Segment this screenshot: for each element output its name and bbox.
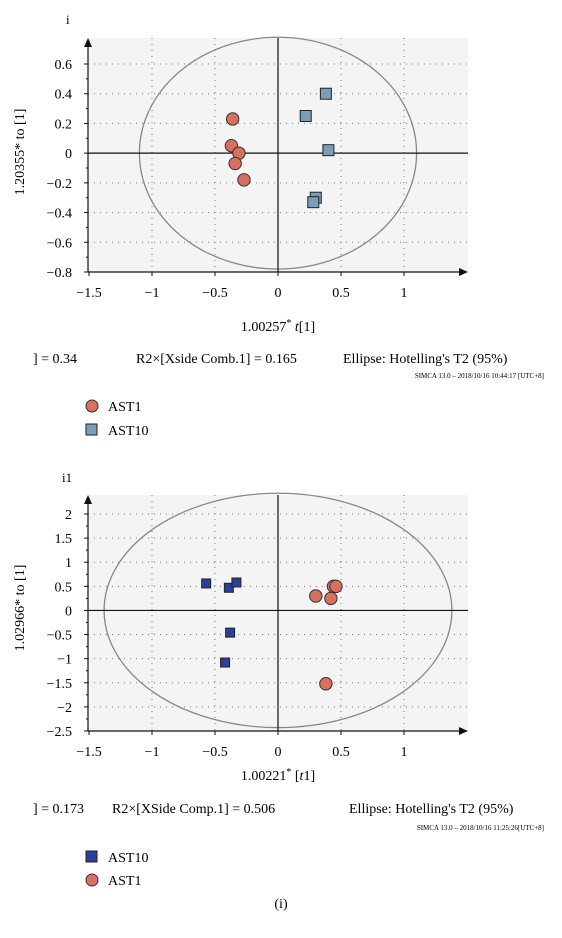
legend-marker-ast10 xyxy=(85,423,98,436)
y-tick-label: 0 xyxy=(65,147,72,162)
point-ast10 xyxy=(201,578,212,589)
y-tick-labels: 2 1.5 1 0.5 0 −0.5 −1 −1.5 −2 −2.5 xyxy=(47,508,72,740)
stats-r2x: R2×[Xside Comb.1] = 0.165 xyxy=(136,352,297,367)
point-ast1 xyxy=(237,173,251,187)
point-ast1 xyxy=(329,579,343,594)
stats-ellipse: Ellipse: Hotelling's T2 (95%) xyxy=(349,802,514,817)
x-tick-label: −0.5 xyxy=(202,745,227,760)
point-ast10 xyxy=(225,627,236,638)
x-tick-label: −1.5 xyxy=(76,286,101,301)
legend-marker-ast1 xyxy=(85,873,99,887)
point-ast1 xyxy=(319,677,333,691)
axes xyxy=(84,38,468,276)
x-tick-label: 0.5 xyxy=(332,286,350,301)
y-axis-label: 1.02966* to [1] xyxy=(13,565,28,652)
data-points xyxy=(201,577,343,691)
y-tick-label: 1 xyxy=(65,556,72,571)
y-tick-label: 0 xyxy=(65,604,72,619)
y-tick-labels: 0.6 0.4 0.2 0 −0.2 −0.4 −0.6 −0.8 xyxy=(47,58,72,281)
legend-marker-ast1 xyxy=(85,399,99,413)
y-tick-label: −2.5 xyxy=(47,725,72,740)
stats-r2y: ] = 0.173 xyxy=(33,802,84,817)
point-ast1 xyxy=(309,589,323,603)
x-tick-label: 0 xyxy=(275,745,282,760)
legend-marker-ast10 xyxy=(85,850,98,863)
stats-r2y: ] = 0.34 xyxy=(33,352,77,367)
y-tick-label: 0.4 xyxy=(55,88,73,103)
panel-label: i xyxy=(66,12,70,27)
y-tick-label: −0.5 xyxy=(47,629,72,644)
x-tick-label: 1 xyxy=(401,745,408,760)
x-axis-label: 1.00257* t[1] xyxy=(241,318,315,336)
x-axis-label: 1.00221* [t1] xyxy=(241,767,315,785)
legend: AST1 AST10 xyxy=(85,399,148,439)
point-ast10 xyxy=(231,577,242,588)
y-axis-arrow xyxy=(84,38,92,47)
stats-ellipse: Ellipse: Hotelling's T2 (95%) xyxy=(343,352,508,367)
x-tick-label: 0 xyxy=(275,286,282,301)
legend: AST10 AST1 xyxy=(85,850,148,889)
x-axis-arrow xyxy=(459,727,468,735)
simca-timestamp: SIMCA 13.0 – 2018/10/16 10:44:17 [UTC+8] xyxy=(415,372,544,380)
x-tick-label: −1 xyxy=(145,286,160,301)
legend-label-ast10: AST10 xyxy=(108,424,148,439)
y-tick-label: −0.4 xyxy=(47,207,72,222)
x-tick-label: −0.5 xyxy=(202,286,227,301)
score-plot-panel-2: i1 −1.5 −1 −0.5 0 0.5 1 2 1.5 1 0.5 0 −0.5 −1 −1.5 −2… xyxy=(13,470,544,889)
y-tick-label: −0.2 xyxy=(47,177,72,192)
legend-label-ast1: AST1 xyxy=(108,400,141,415)
y-tick-label: −0.8 xyxy=(47,266,72,281)
y-tick-label: −0.6 xyxy=(47,236,72,251)
y-tick-label: −1 xyxy=(57,653,72,668)
point-ast1 xyxy=(225,112,240,126)
point-ast10 xyxy=(307,196,320,209)
x-tick-label: −1 xyxy=(145,745,160,760)
stats-r2x: R2×[XSide Comp.1] = 0.506 xyxy=(112,802,275,817)
point-ast10 xyxy=(220,657,231,668)
point-ast10 xyxy=(322,144,335,157)
y-tick-label: 0.2 xyxy=(55,117,73,132)
point-ast10 xyxy=(299,110,312,122)
y-tick-label: 0.5 xyxy=(55,580,73,595)
legend-label-ast1: AST1 xyxy=(108,874,141,889)
legend-label-ast10: AST10 xyxy=(108,851,148,866)
figure-label: (i) xyxy=(274,897,288,912)
axes xyxy=(84,495,468,735)
x-tick-label: −1.5 xyxy=(76,745,101,760)
y-axis-label: 1.20355* to [1] xyxy=(13,109,28,196)
y-tick-label: −2 xyxy=(57,701,72,716)
x-tick-labels: −1.5 −1 −0.5 0 0.5 1 xyxy=(76,745,407,760)
x-axis-arrow xyxy=(459,268,468,276)
y-tick-label: 0.6 xyxy=(55,58,73,73)
y-tick-label: 2 xyxy=(65,508,72,523)
y-axis-arrow xyxy=(84,495,92,504)
y-tick-label: 1.5 xyxy=(55,532,73,547)
point-ast1 xyxy=(324,591,338,606)
y-tick-label: −1.5 xyxy=(47,677,72,692)
panel-label: i1 xyxy=(62,470,72,485)
data-points xyxy=(224,87,335,209)
x-tick-label: 0.5 xyxy=(332,745,350,760)
score-plot-panel-1: i −1.5 −1 −0.5 0 0.5 1 0.6 0.4 0.2 0 −0.2 −0.4 −0.6… xyxy=(13,12,544,439)
x-tick-labels: −1.5 −1 −0.5 0 0.5 1 xyxy=(76,286,407,301)
point-ast10 xyxy=(223,582,234,593)
point-ast10 xyxy=(319,87,332,100)
simca-timestamp: SIMCA 13.0 – 2018/10/16 11:25:26[UTC+8] xyxy=(417,824,544,832)
point-ast1 xyxy=(228,156,242,171)
x-tick-label: 1 xyxy=(401,286,408,301)
